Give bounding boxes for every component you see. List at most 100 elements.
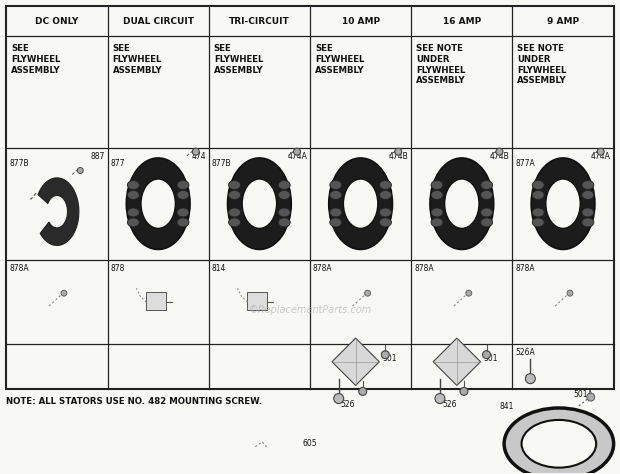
Text: 9 AMP: 9 AMP (547, 17, 579, 26)
Circle shape (381, 351, 389, 359)
Text: 474B: 474B (490, 152, 510, 161)
Ellipse shape (126, 158, 190, 249)
Ellipse shape (177, 208, 189, 217)
Text: 877: 877 (110, 159, 125, 168)
Ellipse shape (582, 181, 594, 190)
Ellipse shape (431, 181, 443, 190)
Text: 877B: 877B (9, 159, 29, 168)
Ellipse shape (229, 181, 241, 190)
Text: 501: 501 (383, 354, 397, 363)
Ellipse shape (177, 191, 189, 200)
Ellipse shape (177, 218, 189, 227)
Text: 501: 501 (484, 354, 498, 363)
Ellipse shape (177, 181, 189, 190)
Ellipse shape (242, 179, 277, 228)
Ellipse shape (127, 218, 140, 227)
Circle shape (482, 351, 490, 359)
Ellipse shape (546, 179, 580, 228)
Text: SEE
FLYWHEEL
ASSEMBLY: SEE FLYWHEEL ASSEMBLY (315, 44, 365, 74)
Ellipse shape (228, 158, 291, 249)
Ellipse shape (431, 218, 443, 227)
Ellipse shape (330, 218, 342, 227)
Ellipse shape (480, 181, 493, 190)
Ellipse shape (127, 191, 140, 200)
Text: SEE NOTE
UNDER
FLYWHEEL
ASSEMBLY: SEE NOTE UNDER FLYWHEEL ASSEMBLY (416, 44, 466, 85)
Circle shape (597, 148, 604, 155)
Ellipse shape (379, 191, 391, 200)
Text: 841: 841 (499, 402, 513, 411)
Text: DUAL CIRCUIT: DUAL CIRCUIT (123, 17, 193, 26)
Ellipse shape (278, 208, 290, 217)
Circle shape (496, 148, 503, 155)
Text: 526: 526 (341, 400, 355, 409)
Ellipse shape (430, 158, 494, 249)
Ellipse shape (379, 181, 391, 190)
Circle shape (567, 290, 573, 296)
Ellipse shape (127, 208, 140, 217)
Ellipse shape (480, 191, 493, 200)
Text: 474B: 474B (389, 152, 408, 161)
Circle shape (460, 387, 468, 395)
Ellipse shape (278, 181, 290, 190)
Circle shape (334, 393, 343, 403)
Ellipse shape (379, 218, 391, 227)
Ellipse shape (127, 181, 140, 190)
Circle shape (365, 290, 371, 296)
Bar (146, 292, 166, 310)
Ellipse shape (141, 179, 175, 228)
Polygon shape (332, 338, 379, 385)
Ellipse shape (480, 218, 493, 227)
Text: SEE
FLYWHEEL
ASSEMBLY: SEE FLYWHEEL ASSEMBLY (11, 44, 61, 74)
Ellipse shape (532, 208, 544, 217)
Text: 474: 474 (191, 152, 206, 161)
Ellipse shape (229, 218, 241, 227)
Ellipse shape (521, 420, 596, 468)
Ellipse shape (532, 191, 544, 200)
Text: 878A: 878A (9, 264, 29, 273)
Text: NOTE: ALL STATORS USE NO. 482 MOUNTING SCREW.: NOTE: ALL STATORS USE NO. 482 MOUNTING S… (6, 397, 263, 406)
Text: 877A: 877A (515, 159, 535, 168)
Ellipse shape (532, 218, 544, 227)
Ellipse shape (330, 181, 342, 190)
Text: 16 AMP: 16 AMP (443, 17, 481, 26)
Text: 474A: 474A (591, 152, 611, 161)
Text: 878A: 878A (515, 264, 535, 273)
Ellipse shape (278, 218, 290, 227)
Ellipse shape (582, 218, 594, 227)
Text: ©ReplacementParts.com: ©ReplacementParts.com (249, 305, 371, 315)
Circle shape (61, 290, 67, 296)
Text: SEE NOTE
UNDER
FLYWHEEL
ASSEMBLY: SEE NOTE UNDER FLYWHEEL ASSEMBLY (518, 44, 567, 85)
Ellipse shape (343, 179, 378, 228)
Circle shape (466, 290, 472, 296)
Text: TRI-CIRCUIT: TRI-CIRCUIT (229, 17, 290, 26)
Ellipse shape (379, 208, 391, 217)
Ellipse shape (582, 191, 594, 200)
Text: 814: 814 (212, 264, 226, 273)
Circle shape (587, 393, 595, 401)
Ellipse shape (431, 208, 443, 217)
Ellipse shape (445, 179, 479, 228)
Ellipse shape (330, 208, 342, 217)
Text: 501A: 501A (573, 390, 593, 399)
Text: 474A: 474A (287, 152, 307, 161)
Circle shape (395, 148, 402, 155)
Ellipse shape (480, 208, 493, 217)
Ellipse shape (431, 191, 443, 200)
Text: 878A: 878A (313, 264, 332, 273)
Ellipse shape (582, 208, 594, 217)
Circle shape (359, 387, 366, 395)
Ellipse shape (229, 191, 241, 200)
Ellipse shape (532, 181, 544, 190)
Ellipse shape (329, 158, 392, 249)
Text: 887: 887 (91, 152, 105, 161)
Text: SEE
FLYWHEEL
ASSEMBLY: SEE FLYWHEEL ASSEMBLY (113, 44, 162, 74)
Text: 526A: 526A (515, 348, 535, 357)
Circle shape (435, 393, 445, 403)
Text: 878: 878 (110, 264, 125, 273)
Polygon shape (38, 178, 79, 246)
Ellipse shape (229, 208, 241, 217)
Ellipse shape (531, 158, 595, 249)
Text: 10 AMP: 10 AMP (342, 17, 379, 26)
Circle shape (293, 148, 301, 155)
Ellipse shape (504, 408, 614, 474)
